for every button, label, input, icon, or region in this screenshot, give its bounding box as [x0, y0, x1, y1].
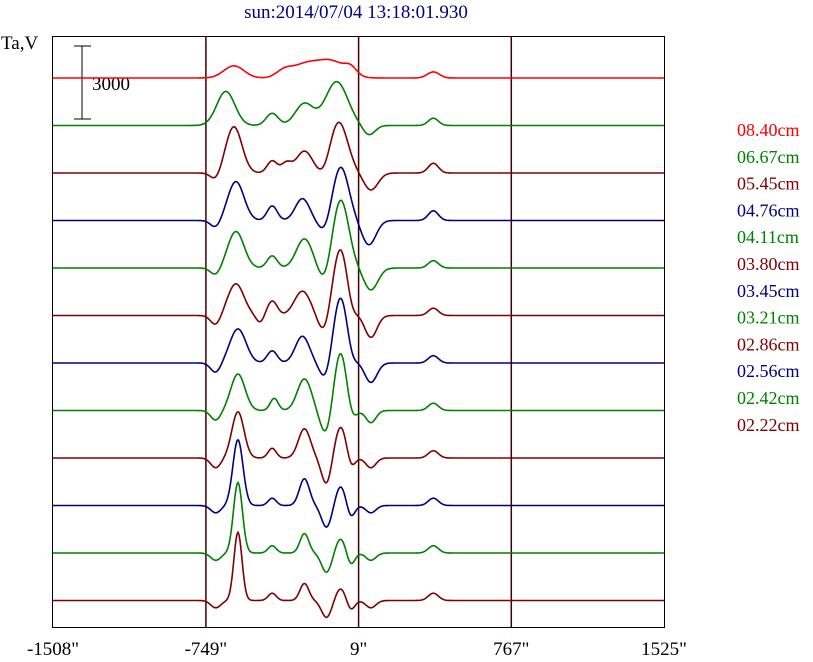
legend-entry: 02.22cm: [737, 415, 800, 435]
trace-08.40cm: [53, 58, 664, 79]
x-tick-label: 9": [350, 639, 367, 660]
x-tick-label: 1525": [641, 639, 687, 660]
x-tick-label: -1508": [27, 639, 79, 660]
legend-entry: 02.42cm: [737, 388, 800, 408]
trace-02.56cm: [53, 438, 664, 528]
trace-06.67cm: [53, 80, 664, 136]
scale-bar-label: 3000: [92, 74, 130, 95]
scale-bar: 3000: [74, 45, 130, 120]
legend-entry: 03.45cm: [737, 281, 800, 301]
legend-entry: 06.67cm: [737, 147, 800, 167]
trace-02.22cm: [53, 530, 664, 619]
legend-entry: 04.76cm: [737, 200, 800, 220]
trace-02.86cm: [53, 410, 664, 484]
x-tick-label: 767": [493, 639, 529, 660]
x-tick-label: -749": [185, 639, 228, 660]
legend-entry: 08.40cm: [737, 120, 800, 140]
trace-04.76cm: [53, 166, 664, 246]
trace-03.21cm: [53, 353, 664, 432]
trace-04.11cm: [53, 199, 664, 291]
trace-03.45cm: [53, 297, 664, 384]
chart-title: sun:2014/07/04 13:18:01.930: [244, 2, 468, 23]
legend-entry: 03.80cm: [737, 254, 800, 274]
trace-03.80cm: [53, 248, 664, 339]
legend-entry: 05.45cm: [737, 174, 800, 194]
x-axis-ticks: -1508" -749" 9" 767" 1525": [27, 639, 687, 660]
legend-entry: 03.21cm: [737, 308, 800, 328]
vertical-reference-lines: [205, 36, 513, 627]
legend-entry: 02.86cm: [737, 334, 800, 354]
y-axis-label: Ta,V: [1, 33, 38, 54]
legend-entry: 04.11cm: [737, 227, 799, 247]
trace-02.42cm: [53, 480, 664, 573]
trace-05.45cm: [53, 121, 664, 191]
spectra-traces: [53, 58, 664, 619]
legend: 08.40cm 06.67cm 05.45cm 04.76cm 04.11cm 03.80…: [737, 120, 800, 435]
legend-entry: 02.56cm: [737, 361, 800, 381]
